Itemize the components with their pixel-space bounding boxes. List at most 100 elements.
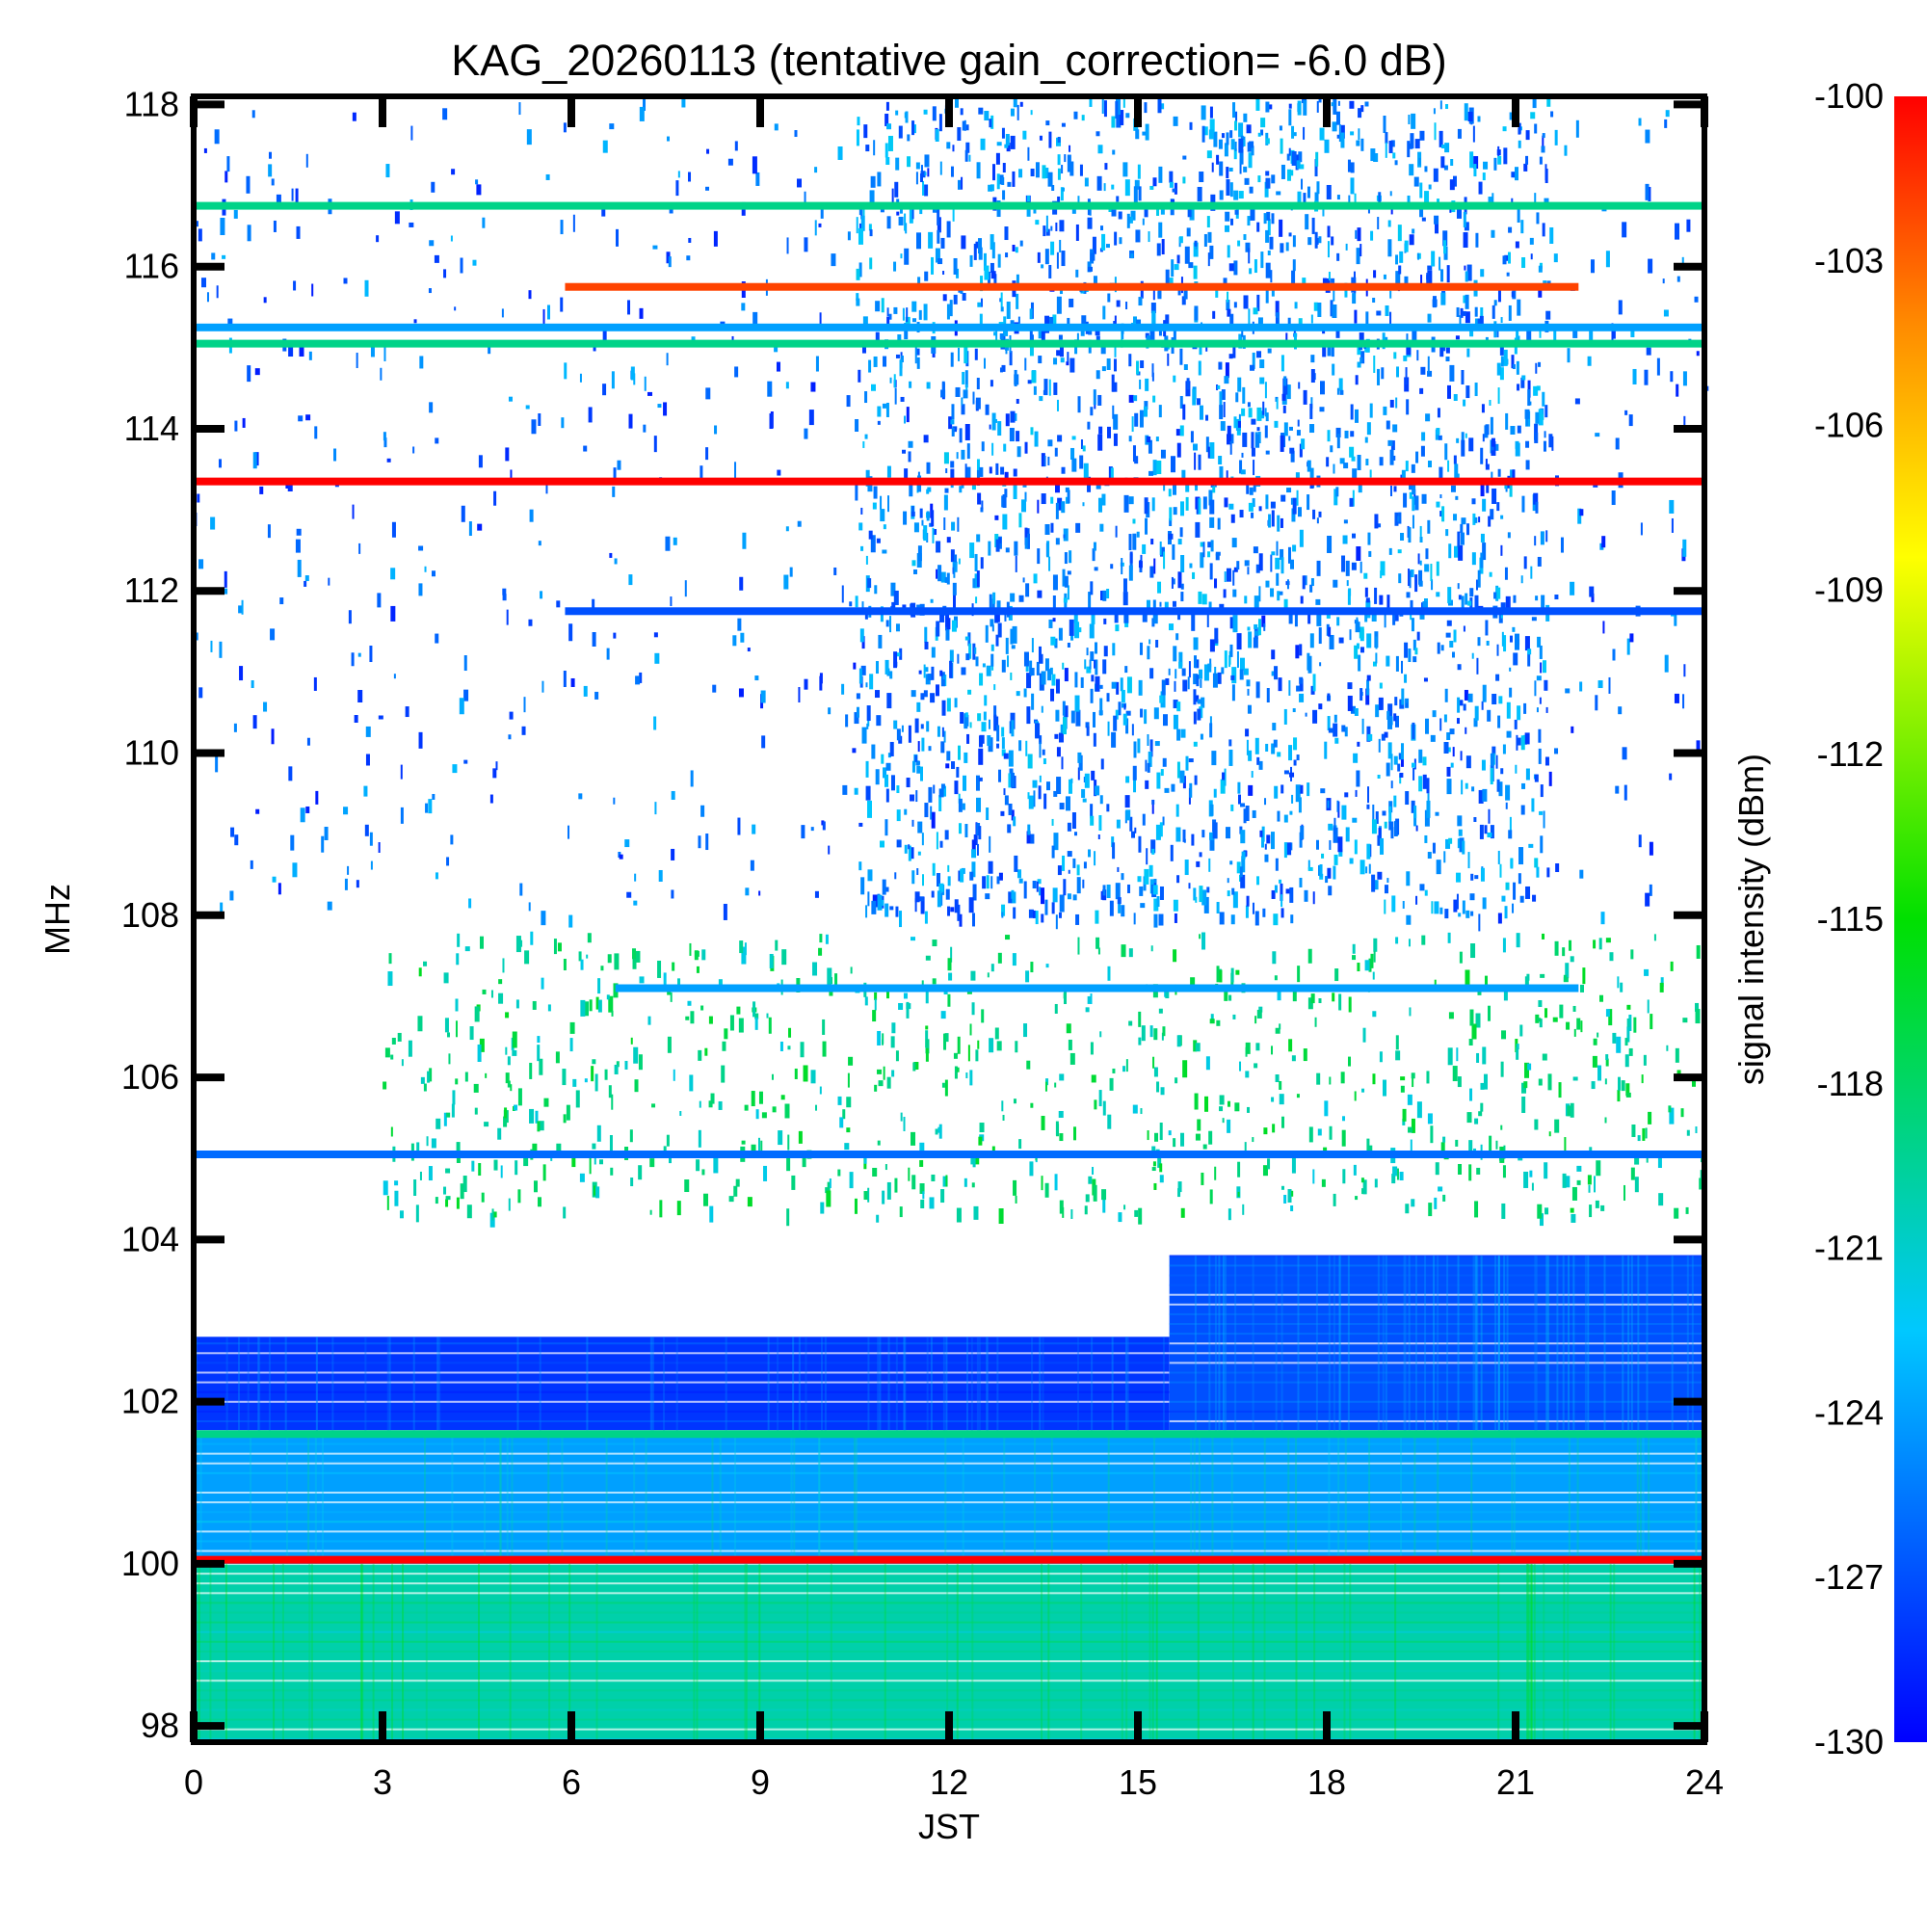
signal-burst [911, 511, 915, 516]
signal-burst [1463, 295, 1466, 304]
signal-burst [1589, 331, 1594, 344]
signal-burst [1227, 1119, 1231, 1133]
signal-burst [1517, 705, 1521, 721]
signal-burst [976, 843, 979, 856]
signal-burst [1177, 571, 1182, 589]
signal-burst [1248, 631, 1253, 648]
signal-burst [1039, 396, 1043, 402]
signal-burst [1059, 239, 1062, 252]
signal-burst [1275, 1074, 1280, 1083]
signal-burst [1612, 1032, 1617, 1044]
signal-burst [1061, 122, 1066, 127]
signal-burst [1571, 726, 1574, 733]
signal-burst [1037, 499, 1040, 514]
signal-burst [1643, 1054, 1647, 1066]
signal-burst [944, 830, 949, 840]
signal-burst [1552, 1017, 1558, 1022]
signal-burst [1372, 298, 1376, 304]
signal-burst [1133, 741, 1137, 758]
signal-burst [394, 211, 400, 225]
signal-burst [1025, 528, 1030, 539]
signal-burst [1327, 693, 1331, 701]
noise-floor-streak [316, 1337, 319, 1435]
signal-burst [1004, 795, 1009, 806]
signal-burst [940, 571, 946, 583]
signal-burst [972, 884, 977, 901]
signal-burst [1333, 579, 1338, 588]
signal-burst [1436, 860, 1441, 875]
signal-burst [1245, 806, 1250, 822]
signal-burst [1097, 434, 1103, 451]
signal-burst [1413, 176, 1419, 187]
signal-burst [1045, 228, 1050, 236]
signal-burst [1267, 104, 1273, 110]
noise-floor-streak [1349, 1563, 1352, 1742]
signal-burst [956, 1067, 960, 1072]
noise-floor-line [194, 1680, 1704, 1682]
signal-burst [1554, 1119, 1560, 1133]
signal-burst [1676, 276, 1680, 282]
signal-burst [1426, 778, 1430, 794]
signal-burst [1359, 345, 1363, 351]
signal-burst [917, 545, 922, 562]
signal-burst [1082, 798, 1087, 803]
signal-burst [1152, 1056, 1155, 1069]
signal-burst [1426, 1071, 1430, 1084]
signal-burst [1281, 393, 1286, 401]
signal-burst [976, 570, 980, 588]
signal-burst [1518, 122, 1521, 134]
signal-burst [1487, 832, 1492, 837]
signal-burst [614, 1064, 619, 1074]
signal-burst [1327, 430, 1331, 442]
noise-floor-streak [1535, 1256, 1538, 1435]
signal-burst [1503, 985, 1508, 1001]
signal-burst [757, 1137, 760, 1153]
signal-burst [1032, 780, 1038, 788]
signal-burst [1329, 1125, 1333, 1140]
signal-burst [1477, 116, 1481, 122]
signal-burst [630, 366, 635, 381]
signal-burst [1332, 304, 1337, 319]
signal-burst [255, 808, 260, 814]
signal-burst [1388, 140, 1393, 153]
signal-burst [478, 1163, 482, 1177]
signal-burst [451, 169, 456, 175]
signal-burst [1456, 872, 1462, 883]
signal-burst [1200, 542, 1204, 547]
signal-burst [1007, 181, 1012, 187]
signal-burst [937, 208, 940, 225]
noise-floor-streak [1622, 1256, 1624, 1435]
signal-burst [1227, 1208, 1231, 1221]
signal-burst [1232, 589, 1237, 597]
signal-burst [905, 223, 908, 234]
signal-burst [1379, 595, 1384, 605]
noise-floor-streak [818, 1434, 821, 1564]
signal-burst [896, 785, 900, 794]
signal-burst [1009, 768, 1014, 774]
signal-burst [1222, 772, 1226, 781]
noise-floor-line [1169, 1255, 1704, 1257]
signal-burst [1199, 852, 1202, 858]
signal-burst [1333, 288, 1335, 302]
signal-burst [1682, 1018, 1688, 1023]
signal-burst [1115, 624, 1120, 632]
signal-burst [1233, 416, 1237, 429]
signal-burst [1127, 216, 1133, 224]
signal-burst [1013, 1179, 1017, 1196]
noise-floor-streak [855, 1434, 858, 1564]
x-tick-label: 0 [184, 1762, 203, 1802]
signal-burst [982, 663, 986, 668]
signal-burst [1461, 517, 1466, 525]
signal-burst [1498, 781, 1503, 797]
signal-burst [777, 469, 781, 476]
signal-burst [1480, 269, 1485, 278]
signal-burst [1198, 360, 1201, 376]
signal-burst [1310, 314, 1313, 324]
signal-burst [972, 643, 976, 660]
signal-burst [1225, 211, 1230, 222]
signal-burst [957, 904, 961, 921]
signal-burst [1018, 740, 1022, 752]
signal-burst [914, 898, 917, 913]
signal-burst [1106, 693, 1110, 702]
noise-floor-streak [331, 1337, 334, 1435]
